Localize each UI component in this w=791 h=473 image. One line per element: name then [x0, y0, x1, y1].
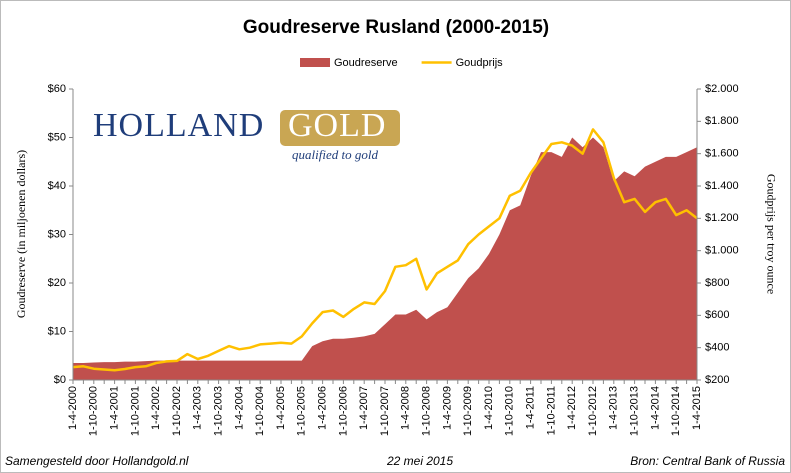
logo: HOLLAND GOLD qualified to gold: [93, 107, 400, 162]
x-tick-label: 1-4-2009: [441, 386, 453, 430]
area: [73, 137, 697, 380]
y-tick-label: $30: [48, 228, 66, 240]
y-tick-label: $0: [54, 374, 66, 386]
y-tick-label: $20: [48, 277, 66, 289]
x-tick-label: 1-10-2006: [337, 386, 349, 436]
x-tick-label: 1-4-2007: [358, 386, 370, 430]
x-tick-label: 1-10-2004: [254, 386, 266, 436]
y2-tick-label: $1.400: [705, 180, 739, 192]
x-tick-label: 1-4-2010: [483, 386, 495, 430]
y2-tick-label: $200: [705, 374, 729, 386]
x-tick-label: 1-4-2013: [608, 386, 620, 430]
x-tick-label: 1-4-2005: [275, 386, 287, 430]
x-tick-label: 1-4-2014: [649, 386, 661, 430]
x-tick-label: 1-4-2002: [150, 386, 162, 430]
y-axis-label: Goudreserve (in miljoenen dollars): [14, 150, 28, 318]
y2-tick-label: $1.200: [705, 212, 739, 224]
footer-center: 22 mei 2015: [386, 454, 453, 468]
x-tick-label: 1-4-2003: [192, 386, 204, 430]
logo-plate: [280, 110, 400, 146]
y2-tick-label: $1.800: [705, 115, 739, 127]
y-tick-label: $40: [48, 180, 66, 192]
x-tick-label: 1-10-2001: [129, 386, 141, 436]
y2-tick-label: $600: [705, 309, 729, 321]
x-tick-label: 1-10-2009: [462, 386, 474, 436]
x-tick-label: 1-10-2011: [545, 386, 557, 435]
legend-label: Goudprijs: [456, 57, 504, 69]
logo-name: GOLD: [288, 107, 386, 144]
x-tick-label: 1-4-2011: [525, 386, 537, 429]
x-tick-label: 1-10-2002: [171, 386, 183, 436]
y2-axis-label: Goudprijs per troy ounce: [764, 174, 778, 294]
x-tick-label: 1-10-2008: [421, 386, 433, 436]
x-tick-label: 1-10-2013: [629, 386, 641, 436]
legend-swatch: [300, 58, 330, 67]
legend-label: Goudreserve: [334, 57, 398, 69]
x-tick-label: 1-4-2015: [691, 386, 703, 430]
logo-name: HOLLAND: [93, 107, 264, 144]
x-tick-label: 1-4-2012: [566, 386, 578, 430]
x-tick-label: 1-10-2003: [213, 386, 225, 436]
x-tick-label: 1-10-2007: [379, 386, 391, 436]
chart-title: Goudreserve Rusland (2000-2015): [243, 17, 549, 38]
y2-tick-label: $400: [705, 342, 729, 354]
line: [72, 128, 698, 372]
footer-left: Samengesteld door Hollandgold.nl: [5, 454, 189, 468]
x-tick-label: 1-4-2004: [233, 386, 245, 430]
logo-tagline: qualified to gold: [292, 147, 378, 162]
x-tick-label: 1-10-2012: [587, 386, 599, 436]
x-tick-label: 1-4-2006: [317, 386, 329, 430]
y-tick-label: $10: [48, 325, 66, 337]
footer-right: Bron: Central Bank of Russia: [630, 454, 785, 468]
x-tick-label: 1-10-2000: [88, 386, 100, 436]
y2-tick-label: $1.600: [705, 148, 739, 160]
x-tick-label: 1-10-2010: [504, 386, 516, 436]
x-tick-label: 1-4-2008: [400, 386, 412, 430]
y-tick-label: $60: [48, 83, 66, 95]
x-tick-label: 1-10-2014: [670, 386, 682, 436]
y2-tick-label: $1.000: [705, 245, 739, 257]
x-tick-label: 1-10-2005: [296, 386, 308, 436]
x-tick-label: 1-4-2000: [67, 386, 79, 430]
y2-tick-label: $2.000: [705, 83, 739, 95]
x-tick-label: 1-4-2001: [109, 386, 121, 430]
y-tick-label: $50: [48, 131, 66, 143]
y2-tick-label: $800: [705, 277, 729, 289]
